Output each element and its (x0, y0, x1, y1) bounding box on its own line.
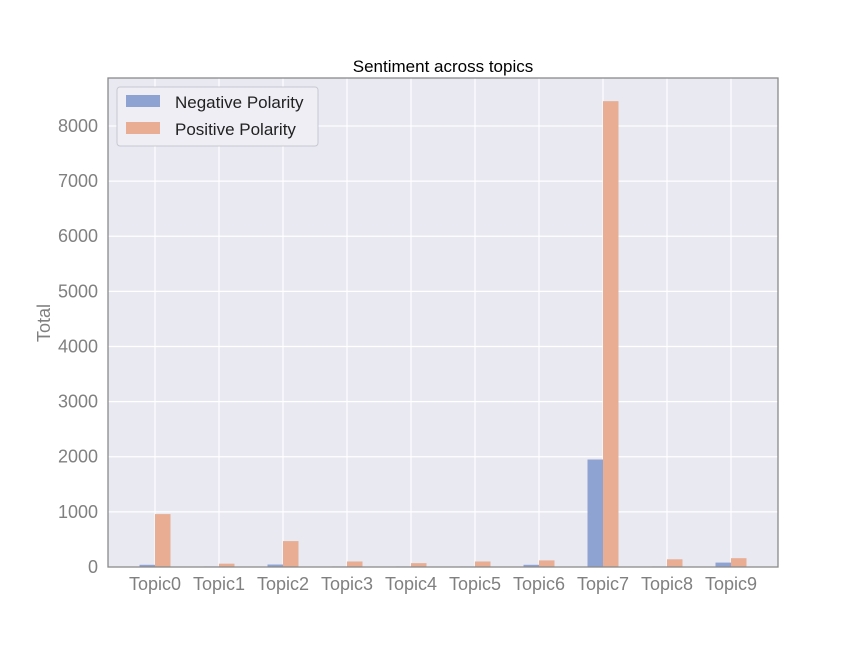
y-tick-label: 0 (88, 557, 98, 577)
x-tick-labels: Topic0 Topic1 Topic2 Topic3 Topic4 Topic5 Topi… (129, 574, 757, 594)
y-tick-labels: 0 1000 2000 3000 4000 5000 6000 7000 8000 (58, 116, 98, 577)
x-tick-label: Topic1 (193, 574, 245, 594)
bar-positive-topic5 (475, 561, 491, 567)
bar-positive-topic0 (155, 514, 171, 567)
y-tick-label: 1000 (58, 502, 98, 522)
x-tick-label: Topic0 (129, 574, 181, 594)
plot-area (108, 78, 778, 567)
x-tick-label: Topic8 (641, 574, 693, 594)
y-tick-label: 4000 (58, 336, 98, 356)
x-tick-label: Topic3 (321, 574, 373, 594)
x-tick-label: Topic9 (705, 574, 757, 594)
bar-negative-topic7 (587, 459, 603, 567)
gridlines (108, 78, 778, 568)
legend-label-positive: Positive Polarity (175, 120, 296, 139)
legend-swatch-negative (126, 95, 160, 107)
bar-positive-topic7 (603, 101, 619, 567)
bar-positive-topic4 (411, 563, 427, 567)
y-tick-label: 8000 (58, 116, 98, 136)
y-tick-label: 5000 (58, 281, 98, 301)
legend-swatch-positive (126, 122, 160, 134)
y-tick-label: 3000 (58, 392, 98, 412)
x-tick-label: Topic6 (513, 574, 565, 594)
bar-positive-topic1 (219, 563, 235, 567)
plot-frame (107, 77, 779, 568)
bars (139, 101, 747, 567)
legend-label-negative: Negative Polarity (175, 93, 304, 112)
legend-box (116, 86, 319, 147)
bar-negative-topic6 (523, 564, 539, 567)
bar-positive-topic2 (283, 541, 299, 567)
x-tick-label: Topic5 (449, 574, 501, 594)
y-axis-label: Total (34, 304, 54, 342)
bar-negative-topic0 (139, 564, 155, 567)
bar-positive-topic9 (731, 558, 747, 567)
bar-positive-topic8 (667, 559, 683, 567)
bar-positive-topic6 (539, 560, 555, 567)
x-tick-label: Topic7 (577, 574, 629, 594)
y-tick-label: 6000 (58, 226, 98, 246)
bar-negative-topic2 (267, 564, 283, 567)
bar-positive-topic3 (347, 561, 363, 567)
bar-negative-topic9 (715, 562, 731, 567)
chart-title: Sentiment across topics (353, 57, 533, 76)
y-tick-label: 7000 (58, 171, 98, 191)
x-tick-label: Topic4 (385, 574, 437, 594)
legend: Negative Polarity Positive Polarity (116, 86, 319, 147)
y-tick-label: 2000 (58, 447, 98, 467)
x-tick-label: Topic2 (257, 574, 309, 594)
